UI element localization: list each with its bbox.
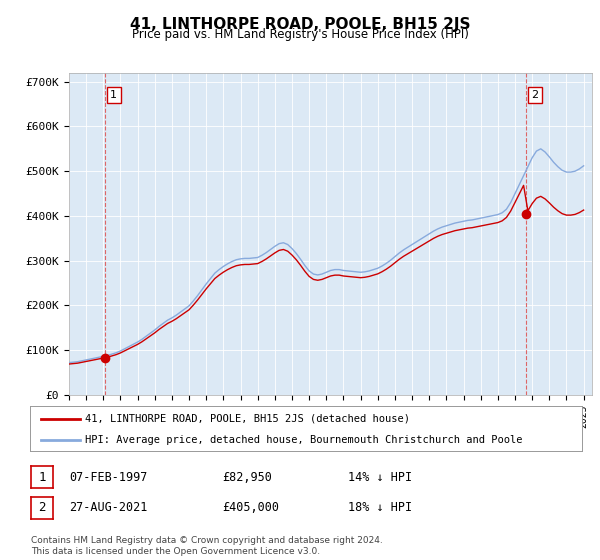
Text: Contains HM Land Registry data © Crown copyright and database right 2024.
This d: Contains HM Land Registry data © Crown c… xyxy=(31,536,383,556)
Text: £405,000: £405,000 xyxy=(222,501,279,515)
Text: 14% ↓ HPI: 14% ↓ HPI xyxy=(348,470,412,484)
Text: 41, LINTHORPE ROAD, POOLE, BH15 2JS: 41, LINTHORPE ROAD, POOLE, BH15 2JS xyxy=(130,17,470,32)
Text: 1: 1 xyxy=(38,470,46,484)
Text: 18% ↓ HPI: 18% ↓ HPI xyxy=(348,501,412,515)
Text: £82,950: £82,950 xyxy=(222,470,272,484)
Text: 41, LINTHORPE ROAD, POOLE, BH15 2JS (detached house): 41, LINTHORPE ROAD, POOLE, BH15 2JS (det… xyxy=(85,413,410,423)
Text: Price paid vs. HM Land Registry's House Price Index (HPI): Price paid vs. HM Land Registry's House … xyxy=(131,28,469,41)
Text: 1: 1 xyxy=(110,90,117,100)
Text: 2: 2 xyxy=(532,90,538,100)
Text: 07-FEB-1997: 07-FEB-1997 xyxy=(69,470,148,484)
Text: 27-AUG-2021: 27-AUG-2021 xyxy=(69,501,148,515)
Text: 2: 2 xyxy=(38,501,46,515)
Text: HPI: Average price, detached house, Bournemouth Christchurch and Poole: HPI: Average price, detached house, Bour… xyxy=(85,435,523,445)
